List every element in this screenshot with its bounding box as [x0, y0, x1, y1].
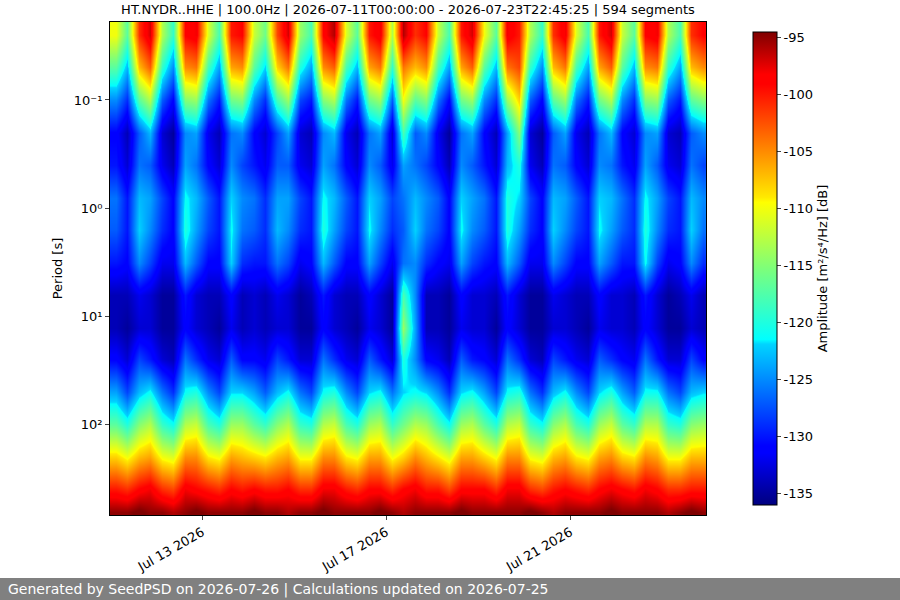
- svg-text:Period [s]: Period [s]: [50, 238, 65, 300]
- svg-text:HT.NYDR..HHE | 100.0Hz | 2026-: HT.NYDR..HHE | 100.0Hz | 2026-07-11T00:0…: [121, 2, 695, 17]
- html-text:Generated by SeedPSD on 2026-0: Generated by SeedPSD on 2026-07-26 | Cal…: [8, 581, 549, 597]
- svg-text:10⁰: 10⁰: [81, 201, 103, 216]
- svg-text:-110: -110: [784, 201, 814, 216]
- svg-text:-135: -135: [784, 486, 814, 501]
- svg-text:-125: -125: [784, 372, 814, 387]
- svg-text:-130: -130: [784, 429, 814, 444]
- svg-text:Amplitude [m²/s⁴/Hz] [dB]: Amplitude [m²/s⁴/Hz] [dB]: [815, 185, 830, 353]
- svg-text:10⁻¹: 10⁻¹: [74, 93, 103, 108]
- svg-text:-100: -100: [784, 87, 814, 102]
- svg-text:10²: 10²: [81, 417, 103, 432]
- svg-text:-95: -95: [784, 30, 805, 45]
- svg-text:-120: -120: [784, 315, 814, 330]
- svg-text:Jul 21 2026: Jul 21 2026: [503, 524, 575, 574]
- svg-text:Jul 17 2026: Jul 17 2026: [319, 524, 391, 574]
- svg-text:-105: -105: [784, 144, 814, 159]
- svg-text:10¹: 10¹: [81, 309, 103, 324]
- svg-text:Jul 13 2026: Jul 13 2026: [135, 524, 207, 574]
- svg-text:-115: -115: [784, 258, 814, 273]
